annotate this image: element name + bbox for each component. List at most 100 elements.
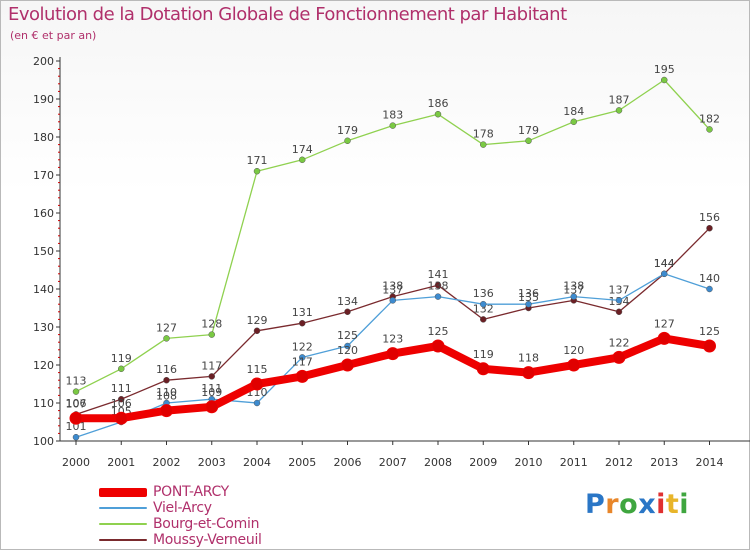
data-point-pont-arcy xyxy=(567,358,581,372)
data-point-pont-arcy xyxy=(250,377,264,391)
data-label-moussy-verneuil: 144 xyxy=(654,257,675,270)
data-point-bourg-et-comin xyxy=(480,141,487,148)
data-point-pont-arcy xyxy=(295,369,309,383)
data-point-moussy-verneuil xyxy=(434,281,442,289)
y-tick-label: 130 xyxy=(33,321,54,334)
data-point-viel-arcy xyxy=(434,293,442,300)
data-label-pont-arcy: 117 xyxy=(292,355,313,368)
data-point-viel-arcy xyxy=(706,285,713,293)
x-tick-label: 2008 xyxy=(424,456,452,469)
data-label-pont-arcy: 119 xyxy=(473,348,494,361)
data-point-viel-arcy xyxy=(72,433,80,441)
data-label-viel-arcy: 125 xyxy=(337,329,358,342)
y-tick-label: 160 xyxy=(33,207,54,220)
data-label-moussy-verneuil: 129 xyxy=(247,314,268,327)
data-label-viel-arcy: 136 xyxy=(473,287,494,300)
data-label-bourg-et-comin: 113 xyxy=(66,375,87,388)
data-label-viel-arcy: 110 xyxy=(156,386,177,399)
data-point-bourg-et-comin xyxy=(615,107,623,114)
data-point-bourg-et-comin xyxy=(299,156,306,164)
chart-subtitle: (en € et par an) xyxy=(10,29,97,42)
data-label-bourg-et-comin: 183 xyxy=(382,109,403,122)
data-label-bourg-et-comin: 128 xyxy=(201,318,222,331)
y-tick-label: 100 xyxy=(33,435,54,448)
data-label-moussy-verneuil: 111 xyxy=(111,382,132,395)
data-point-bourg-et-comin xyxy=(163,335,170,342)
data-label-moussy-verneuil: 116 xyxy=(156,363,177,376)
data-point-viel-arcy xyxy=(525,300,532,308)
data-label-pont-arcy: 118 xyxy=(518,352,539,365)
x-tick-label: 2002 xyxy=(153,456,181,469)
data-point-pont-arcy xyxy=(703,339,716,353)
y-tick-label: 140 xyxy=(33,283,54,296)
data-label-viel-arcy: 138 xyxy=(428,280,449,293)
chart-legend: PONT-ARCY Viel-Arcy Bourg-et-Comin Moussy-V… xyxy=(99,484,262,548)
data-point-moussy-verneuil xyxy=(615,308,623,316)
data-label-viel-arcy: 138 xyxy=(563,280,584,293)
data-point-moussy-verneuil xyxy=(299,319,306,327)
legend-item-viel-arcy: Viel-Arcy xyxy=(99,500,262,516)
x-tick-label: 2012 xyxy=(605,456,633,469)
x-tick-label: 2010 xyxy=(515,456,543,469)
logo-letter: t xyxy=(665,489,680,520)
legend-swatch-bourg-et-comin xyxy=(99,523,147,525)
data-point-pont-arcy xyxy=(205,400,219,414)
data-label-viel-arcy: 137 xyxy=(382,283,403,296)
y-tick-label: 180 xyxy=(33,131,54,144)
x-tick-label: 2007 xyxy=(379,456,407,469)
data-point-viel-arcy xyxy=(570,293,577,300)
data-label-viel-arcy: 140 xyxy=(699,272,720,285)
data-label-pont-arcy: 120 xyxy=(563,344,584,357)
data-label-bourg-et-comin: 174 xyxy=(292,143,313,156)
x-tick-label: 2013 xyxy=(650,456,678,469)
legend-item-pont-arcy: PONT-ARCY xyxy=(99,484,262,500)
data-point-bourg-et-comin xyxy=(389,122,396,129)
data-point-pont-arcy xyxy=(341,358,354,372)
data-label-bourg-et-comin: 184 xyxy=(563,105,584,118)
data-label-moussy-verneuil: 131 xyxy=(292,306,313,319)
data-label-bourg-et-comin: 127 xyxy=(156,321,177,334)
data-point-viel-arcy xyxy=(253,399,261,407)
data-point-pont-arcy xyxy=(114,411,128,425)
data-label-moussy-verneuil: 135 xyxy=(518,291,539,304)
y-tick-label: 170 xyxy=(33,169,54,182)
y-tick-label: 110 xyxy=(33,397,54,410)
data-label-bourg-et-comin: 178 xyxy=(473,128,494,141)
data-label-moussy-verneuil: 156 xyxy=(699,211,720,224)
x-tick-label: 2005 xyxy=(288,456,316,469)
data-label-bourg-et-comin: 186 xyxy=(428,97,449,110)
data-label-bourg-et-comin: 179 xyxy=(337,124,358,137)
data-point-pont-arcy xyxy=(431,339,445,353)
data-point-pont-arcy xyxy=(69,411,83,425)
data-label-bourg-et-comin: 195 xyxy=(654,63,675,76)
data-label-moussy-verneuil: 138 xyxy=(382,280,403,293)
data-label-bourg-et-comin: 182 xyxy=(699,112,720,125)
x-tick-label: 2009 xyxy=(469,456,497,469)
data-point-moussy-verneuil xyxy=(118,395,125,403)
data-point-viel-arcy xyxy=(480,300,487,308)
legend-swatch-pont-arcy xyxy=(99,487,147,497)
data-label-bourg-et-comin: 171 xyxy=(247,154,268,167)
data-point-moussy-verneuil xyxy=(480,316,487,323)
data-point-viel-arcy xyxy=(299,354,306,361)
data-label-pont-arcy: 108 xyxy=(156,390,177,403)
data-point-moussy-verneuil xyxy=(253,327,261,335)
logo-letter: i xyxy=(679,489,690,520)
x-tick-label: 2014 xyxy=(696,456,724,469)
data-label-pont-arcy: 106 xyxy=(111,397,132,410)
data-point-bourg-et-comin xyxy=(253,167,261,175)
data-point-bourg-et-comin xyxy=(570,118,577,126)
data-point-moussy-verneuil xyxy=(344,308,351,316)
data-label-bourg-et-comin: 179 xyxy=(518,124,539,137)
data-label-pont-arcy: 122 xyxy=(609,336,630,349)
x-tick-label: 2006 xyxy=(334,456,362,469)
y-tick-label: 200 xyxy=(33,55,54,68)
data-point-pont-arcy xyxy=(657,331,671,345)
y-tick-label: 190 xyxy=(33,93,54,106)
data-label-bourg-et-comin: 187 xyxy=(609,93,630,106)
logo-letter: i xyxy=(656,489,666,520)
data-point-viel-arcy xyxy=(389,297,396,304)
legend-label-viel-arcy: Viel-Arcy xyxy=(153,500,212,516)
x-tick-label: 2001 xyxy=(107,456,135,469)
chart-title: Evolution de la Dotation Globale de Fonc… xyxy=(8,4,567,25)
